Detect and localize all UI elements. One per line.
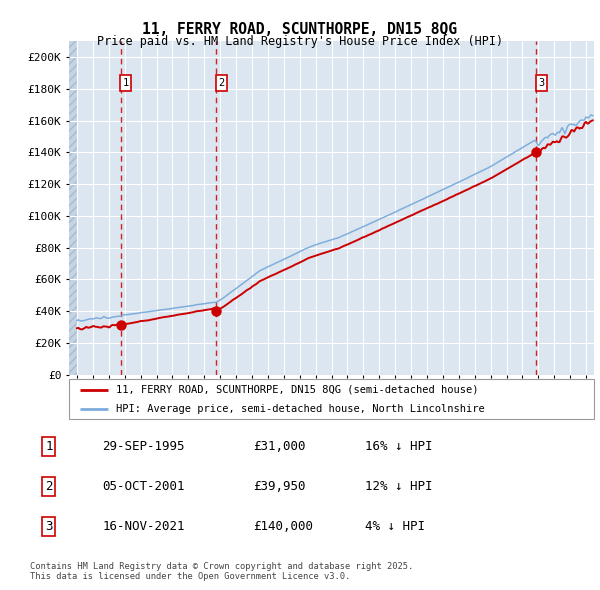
Text: 2: 2 bbox=[45, 480, 53, 493]
Text: 05-OCT-2001: 05-OCT-2001 bbox=[103, 480, 185, 493]
Text: 11, FERRY ROAD, SCUNTHORPE, DN15 8QG (semi-detached house): 11, FERRY ROAD, SCUNTHORPE, DN15 8QG (se… bbox=[116, 385, 479, 395]
Text: 3: 3 bbox=[538, 78, 545, 88]
Text: £31,000: £31,000 bbox=[253, 440, 306, 453]
Text: 12% ↓ HPI: 12% ↓ HPI bbox=[365, 480, 432, 493]
Text: 11, FERRY ROAD, SCUNTHORPE, DN15 8QG: 11, FERRY ROAD, SCUNTHORPE, DN15 8QG bbox=[143, 22, 458, 37]
Text: 2: 2 bbox=[218, 78, 224, 88]
Text: £39,950: £39,950 bbox=[253, 480, 306, 493]
Text: 3: 3 bbox=[45, 520, 53, 533]
Text: 16% ↓ HPI: 16% ↓ HPI bbox=[365, 440, 432, 453]
Text: £140,000: £140,000 bbox=[253, 520, 313, 533]
Text: 29-SEP-1995: 29-SEP-1995 bbox=[103, 440, 185, 453]
Text: 4% ↓ HPI: 4% ↓ HPI bbox=[365, 520, 425, 533]
Text: HPI: Average price, semi-detached house, North Lincolnshire: HPI: Average price, semi-detached house,… bbox=[116, 404, 485, 414]
Text: 16-NOV-2021: 16-NOV-2021 bbox=[103, 520, 185, 533]
Text: Price paid vs. HM Land Registry's House Price Index (HPI): Price paid vs. HM Land Registry's House … bbox=[97, 35, 503, 48]
FancyBboxPatch shape bbox=[69, 379, 594, 419]
Text: Contains HM Land Registry data © Crown copyright and database right 2025.
This d: Contains HM Land Registry data © Crown c… bbox=[30, 562, 413, 581]
Text: 1: 1 bbox=[45, 440, 53, 453]
Bar bbox=[69, 41, 77, 375]
Text: 1: 1 bbox=[122, 78, 129, 88]
